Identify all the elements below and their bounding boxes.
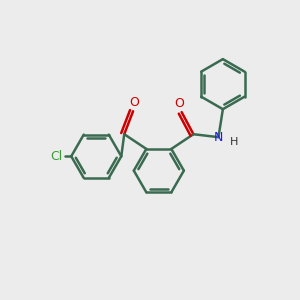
Text: Cl: Cl <box>50 150 62 163</box>
Text: O: O <box>174 97 184 110</box>
Text: N: N <box>214 131 223 144</box>
Text: O: O <box>130 96 140 109</box>
Text: H: H <box>230 136 238 147</box>
